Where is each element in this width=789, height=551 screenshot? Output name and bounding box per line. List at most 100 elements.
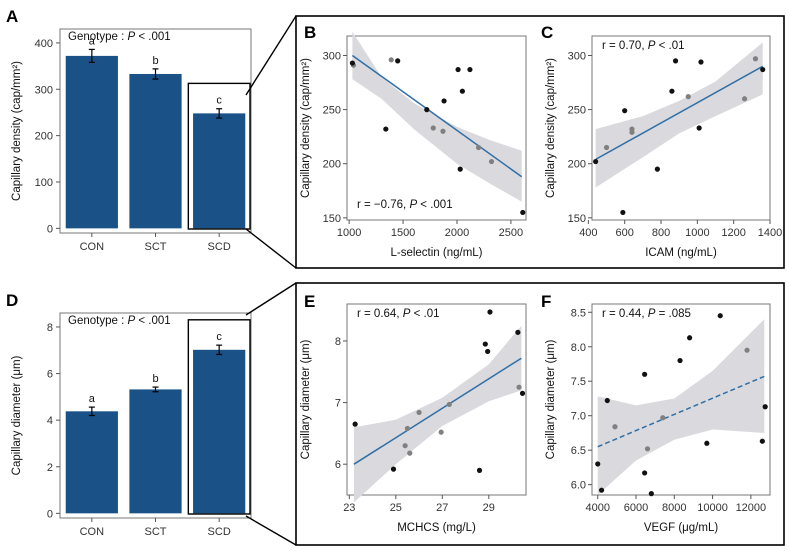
correlation-annotation: r = −0.76, P < .001 [357, 199, 453, 211]
y-axis-label: Capillary diameter (μm) [545, 339, 557, 459]
data-point-grey [404, 425, 411, 432]
y-tick-label: 150 [568, 213, 586, 225]
y-tick-label: 6 [47, 369, 53, 381]
y-tick-label: 8 [335, 336, 341, 348]
x-tick-label: 2500 [499, 227, 523, 239]
y-tick-label: 8.0 [571, 342, 586, 354]
data-point-dark [390, 466, 397, 472]
y-axis-label: Capillary density (cap/mm²) [11, 61, 23, 201]
x-axis-label: MCHCS (mg/L) [397, 522, 476, 534]
data-point-dark [476, 467, 483, 473]
x-tick-label: 1000 [337, 227, 361, 239]
data-point-dark [352, 421, 358, 427]
data-point-dark [519, 390, 526, 396]
y-tick-label: 250 [323, 105, 341, 117]
data-point-dark [648, 491, 654, 497]
x-tick-label: CON [80, 526, 105, 538]
data-point-dark [459, 88, 465, 94]
data-point-grey [402, 443, 408, 449]
x-tick-label: SCD [208, 526, 231, 538]
data-point-dark [762, 404, 768, 410]
panel-letter-f: F [541, 292, 551, 311]
data-point-dark [515, 329, 521, 335]
highlight-box-scd [187, 82, 251, 230]
data-point-dark [642, 371, 648, 377]
zoom-line-top-d [245, 282, 297, 316]
significance-letter: a [89, 393, 96, 405]
data-point-dark [759, 438, 765, 444]
data-point-grey [446, 401, 452, 408]
data-point-dark [467, 66, 473, 73]
x-tick-label: 23 [343, 502, 355, 514]
data-point-dark [620, 209, 626, 216]
panel-bc-frame [295, 15, 785, 269]
data-point-dark [455, 66, 461, 73]
y-axis-label: Capillary diameter (μm) [300, 339, 312, 459]
y-tick-label: 7.0 [571, 411, 586, 423]
panel-ef-frame [295, 282, 785, 546]
panel-letter-e: E [304, 292, 315, 311]
y-tick-label: 200 [35, 131, 53, 143]
genotype-annotation: Genotype : P < .001 [68, 31, 171, 43]
data-point-dark [717, 313, 723, 319]
data-point-dark [349, 60, 355, 66]
y-tick-label: 200 [568, 159, 586, 171]
data-point-dark [457, 166, 463, 172]
confidence-band [354, 325, 522, 503]
data-point-dark [622, 108, 628, 114]
regression-line [595, 65, 764, 161]
data-point-dark [383, 126, 389, 132]
data-point-dark [654, 166, 660, 172]
y-tick-label: 0 [47, 223, 53, 235]
y-tick-label: 400 [35, 38, 53, 50]
data-point-dark [687, 335, 693, 341]
data-point-dark [669, 88, 675, 94]
significance-letter: a [89, 35, 96, 47]
y-tick-label: 200 [323, 159, 341, 171]
panel-letter-d: D [6, 291, 18, 310]
data-point-grey [440, 128, 446, 134]
regression-line [351, 54, 523, 178]
data-point-grey [430, 125, 436, 131]
x-axis-label: ICAM (ng/mL) [645, 247, 717, 259]
x-tick-label: 1200 [721, 227, 745, 239]
data-point-grey [475, 144, 482, 151]
y-axis-label: Capillary density (cap/mm²) [545, 58, 557, 198]
data-point-dark [642, 470, 648, 476]
data-point-grey [612, 424, 618, 430]
chart-d: 0 2 4 6 8 Genotype : P < .001 a CON b SCT c SCD Capi… [11, 312, 252, 538]
panel-letter-b: B [304, 23, 316, 42]
x-tick-label: CON [80, 241, 105, 253]
y-tick-label: 100 [35, 177, 53, 189]
y-axis-label: Capillary density (cap/mm²) [300, 58, 312, 198]
x-tick-label: 1000 [685, 227, 709, 239]
data-point-dark [593, 158, 599, 165]
y-tick-label: 6.5 [571, 445, 586, 457]
confidence-band [597, 319, 765, 495]
regression-line [597, 375, 765, 448]
data-point-dark [604, 397, 610, 404]
chart-c: 400 600 800 1000 1200 1400 150 200 250 300 r = 0.7… [545, 35, 782, 259]
y-tick-label: 8 [47, 322, 53, 334]
bar-scd [193, 113, 246, 229]
significance-letter: c [216, 95, 222, 107]
regression-line [353, 357, 522, 465]
genotype-annotation: Genotype : P < .001 [68, 315, 171, 327]
data-point-dark [760, 66, 766, 73]
zoom-line-bottom-d [245, 515, 297, 546]
confidence-band [595, 42, 763, 188]
significance-letter: b [152, 55, 158, 67]
x-tick-label: 400 [579, 227, 597, 239]
data-point-grey [603, 144, 610, 151]
bar-scd [193, 349, 246, 514]
panel-letter-a: A [6, 7, 18, 26]
x-tick-label: SCT [145, 241, 167, 253]
correlation-annotation: r = 0.64, P < .01 [357, 308, 439, 320]
data-point-grey [685, 94, 691, 100]
significance-letter: b [152, 373, 158, 385]
y-tick-label: 2 [47, 462, 53, 474]
data-point-dark [395, 58, 401, 64]
panel-letter-c: C [541, 23, 553, 42]
